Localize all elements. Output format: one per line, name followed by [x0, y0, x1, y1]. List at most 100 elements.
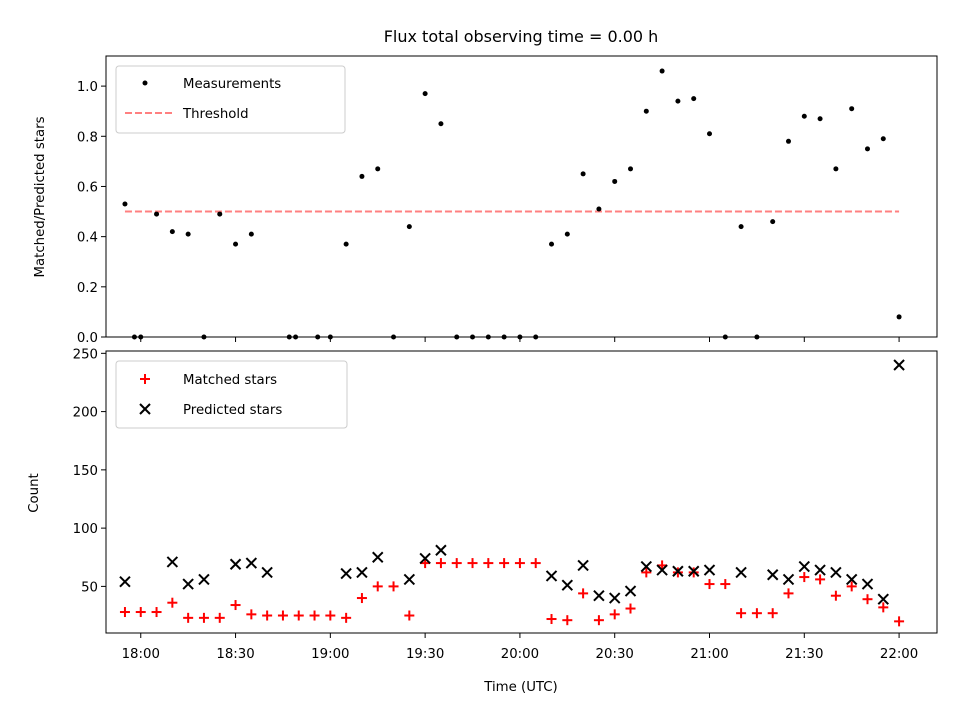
measurement-point: [533, 334, 539, 340]
x-tick-label: 22:00: [880, 647, 918, 662]
top-panel: 0.0 0.2 0.4 0.6 0.8 1.0 Matched/Predicted sta…: [33, 55, 938, 346]
matched-star-point: [846, 581, 857, 592]
top-y-ticks: 0.0 0.2 0.4 0.6 0.8 1.0: [77, 80, 106, 346]
matched-star-point: [736, 608, 747, 619]
matched-star-point: [246, 609, 257, 620]
matched-star-point: [467, 558, 478, 569]
legend-measurements-marker: [142, 80, 148, 86]
matched-star-point: [309, 610, 320, 621]
measurement-point: [131, 334, 137, 340]
predicted-star-point: [435, 544, 447, 556]
measurement-point: [327, 334, 333, 340]
matched-star-point: [214, 612, 225, 623]
matched-star-point: [546, 614, 557, 625]
predicted-star-point: [893, 359, 905, 371]
predicted-star-point: [798, 560, 810, 573]
matched-star-point: [119, 607, 130, 618]
predicted-star-point: [766, 569, 779, 581]
predicted-star-point: [245, 557, 258, 569]
legend-predicted-marker: [139, 403, 151, 415]
measurement-point: [122, 201, 128, 207]
measurement-point: [707, 131, 713, 137]
bottom-axes-frame: [105, 350, 938, 634]
predicted-star-point: [261, 566, 273, 579]
measurement-point: [359, 173, 365, 179]
predicted-star-point: [229, 558, 242, 570]
matched-star-point: [593, 615, 604, 626]
measurement-point: [596, 206, 602, 212]
chart-title: Flux total observing time = 0.00 h: [384, 27, 659, 46]
predicted-star-point: [198, 573, 210, 586]
x-tick-label: 19:30: [406, 647, 444, 662]
measurement-point: [896, 314, 902, 320]
matched-star-point: [830, 590, 841, 601]
predicted-star-point: [545, 570, 558, 582]
matched-star-point: [325, 610, 336, 621]
matched-star-point: [404, 610, 415, 621]
measurement-point: [785, 138, 791, 144]
predicted-star-point: [782, 573, 795, 586]
matched-star-point: [878, 602, 889, 613]
matched-star-point: [230, 600, 241, 611]
matched-star-point: [451, 558, 462, 569]
measurement-point: [154, 211, 160, 217]
measurement-point: [675, 98, 681, 104]
measurement-point: [738, 224, 744, 230]
predicted-star-point: [182, 578, 194, 590]
measurement-point: [286, 334, 292, 340]
matched-star-point: [341, 612, 352, 623]
matched-star-point: [514, 558, 525, 569]
top-y-tick-label: 0.8: [77, 130, 98, 145]
legend-plus-glyph: [140, 374, 150, 384]
predicted-star-point: [845, 573, 858, 586]
matched-star-point: [262, 610, 273, 621]
matched-star-point: [388, 581, 399, 592]
predicted-star-point: [830, 566, 842, 579]
predicted-star-point: [561, 579, 574, 591]
predicted-star-point: [687, 565, 700, 577]
predicted-star-point: [119, 576, 131, 588]
predicted-star-point: [403, 573, 416, 586]
measurement-point: [248, 231, 254, 237]
measurement-point: [849, 106, 855, 112]
matched-star-point: [625, 603, 636, 614]
x-tick-label: 21:30: [785, 647, 823, 662]
measurement-point: [817, 116, 823, 122]
bottom-y-ticks: 50 100 150 200 250: [73, 347, 106, 595]
x-axis-label: Time (UTC): [483, 680, 558, 695]
legend-threshold-label: Threshold: [182, 107, 249, 122]
matched-star-point: [783, 588, 794, 599]
predicted-star-point: [703, 564, 716, 576]
matched-star-point: [894, 616, 905, 627]
measurement-point: [691, 96, 697, 102]
bottom-plot-area: [119, 359, 905, 627]
x-tick-label: 18:00: [122, 647, 160, 662]
legend-predicted-label: Predicted stars: [183, 403, 282, 418]
predicted-star-point: [577, 559, 589, 572]
measurement-point: [801, 113, 807, 119]
matched-star-point: [720, 579, 731, 590]
matched-star-point: [767, 608, 778, 619]
predicted-star-point: [640, 560, 653, 573]
predicted-star-point: [877, 593, 889, 605]
measurement-point: [501, 334, 507, 340]
top-y-tick-label: 1.0: [77, 80, 98, 95]
predicted-star-point: [624, 585, 637, 597]
measurement-point: [406, 224, 412, 230]
measurement-point: [549, 241, 555, 247]
matched-star-point: [435, 558, 446, 569]
matched-star-point: [609, 609, 620, 620]
matched-star-point: [704, 579, 715, 590]
predicted-star-point: [609, 592, 621, 604]
predicted-star-point: [166, 556, 179, 568]
measurement-point: [217, 211, 223, 217]
matched-star-point: [135, 607, 146, 618]
matched-star-point: [499, 558, 510, 569]
measurement-point: [485, 334, 491, 340]
predicted-star-point: [419, 552, 431, 565]
matched-star-point: [483, 558, 494, 569]
matched-star-point: [562, 615, 573, 626]
matched-star-point: [641, 567, 652, 578]
measurement-point: [564, 231, 570, 237]
